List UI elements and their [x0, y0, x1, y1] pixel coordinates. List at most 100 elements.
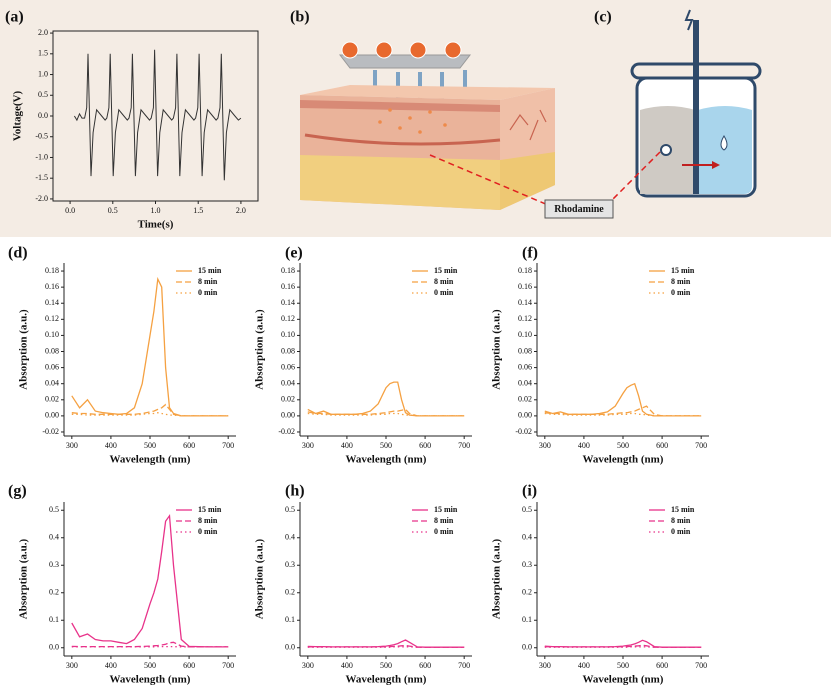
x-tick-label: 500 — [144, 441, 156, 450]
y-tick-label: 0.5 — [522, 505, 532, 514]
y-tick-label: -0.02 — [278, 427, 295, 436]
legend-label: 8 min — [671, 516, 691, 525]
spectrum-line — [71, 276, 229, 417]
legend-label: 8 min — [434, 516, 454, 525]
panel-label: (i) — [522, 483, 537, 500]
x-tick-label: 700 — [222, 441, 234, 450]
legend-label: 15 min — [434, 505, 458, 514]
x-tick-label: 500 — [144, 661, 156, 670]
y-axis-label: Absorption (a.u.) — [491, 538, 503, 619]
x-tick-label: 500 — [617, 661, 629, 670]
y-tick-label: 0.02 — [45, 395, 59, 404]
y-tick-label: -0.02 — [515, 427, 532, 436]
legend-label: 8 min — [434, 277, 454, 286]
skin-illustration — [300, 41, 555, 210]
y-tick-label: 0.3 — [522, 560, 532, 569]
x-axis-label: Wavelength (nm) — [583, 454, 664, 466]
y-axis-label: Absorption (a.u.) — [254, 538, 266, 619]
x-tick-label: 600 — [183, 661, 195, 670]
x-tick-label: 400 — [341, 661, 353, 670]
legend-label: 0 min — [198, 288, 218, 297]
y-tick-label: 0.3 — [49, 560, 59, 569]
y-tick-label: 0.12 — [281, 314, 295, 323]
annotation-box — [544, 199, 614, 219]
y-tick-label: 0.2 — [285, 588, 295, 597]
x-tick-label: 700 — [695, 441, 707, 450]
panel-label: (c) — [594, 9, 612, 26]
y-tick-label: 0.08 — [281, 346, 295, 355]
y-tick-label: 0.1 — [285, 615, 295, 624]
voltage-line — [73, 49, 242, 181]
x-tick-label: 600 — [656, 661, 668, 670]
panel-label: (d) — [8, 245, 28, 262]
legend-label: 0 min — [671, 527, 691, 536]
x-axis-label: Wavelength (nm) — [110, 454, 191, 466]
legend-label: 8 min — [198, 277, 218, 286]
panel-label: (h) — [285, 483, 305, 500]
y-axis-label: Absorption (a.u.) — [18, 538, 30, 619]
y-tick-label: 0.0 — [49, 643, 59, 652]
y-tick-label: 0.16 — [518, 282, 532, 291]
legend-label: 0 min — [434, 527, 454, 536]
x-tick-label: 400 — [578, 441, 590, 450]
x-tick-label: 300 — [302, 661, 314, 670]
y-tick-label: 0.5 — [49, 505, 59, 514]
y-tick-label: -1.5 — [35, 173, 48, 182]
y-axis-label: Absorption (a.u.) — [18, 309, 30, 390]
y-tick-label: 0.0 — [285, 643, 295, 652]
spectrum-line — [544, 639, 702, 648]
x-axis-label: Wavelength (nm) — [346, 674, 427, 686]
y-tick-label: 0.04 — [281, 379, 295, 388]
y-tick-label: 0.5 — [285, 505, 295, 514]
y-axis-label: Voltage(V) — [12, 91, 24, 142]
spectrum-line — [307, 408, 465, 417]
y-tick-label: 0.06 — [518, 362, 532, 371]
y-tick-label: 0.08 — [45, 346, 59, 355]
y-tick-label: 0.10 — [518, 330, 532, 339]
legend-label: 8 min — [671, 277, 691, 286]
legend-label: 8 min — [198, 516, 218, 525]
panel-label: (e) — [285, 245, 303, 262]
y-tick-label: 0.3 — [285, 560, 295, 569]
spectrum-line — [307, 639, 465, 648]
x-tick-label: 300 — [539, 661, 551, 670]
x-tick-label: 700 — [458, 441, 470, 450]
y-tick-label: 0.14 — [281, 298, 295, 307]
y-tick-label: 0.04 — [45, 379, 59, 388]
beaker-illustration — [609, 9, 762, 203]
x-tick-label: 600 — [419, 441, 431, 450]
y-tick-label: -1.0 — [35, 152, 48, 161]
x-tick-label: 600 — [183, 441, 195, 450]
x-axis-label: Wavelength (nm) — [583, 674, 664, 686]
y-tick-label: 0.00 — [45, 411, 59, 420]
x-tick-label: 600 — [419, 661, 431, 670]
spectrum-line — [71, 513, 229, 648]
y-tick-label: 0.08 — [518, 346, 532, 355]
x-axis-label: Wavelength (nm) — [346, 454, 427, 466]
y-tick-label: 0.02 — [518, 395, 532, 404]
y-tick-label: 0.18 — [281, 266, 295, 275]
y-tick-label: 0.12 — [45, 314, 59, 323]
x-tick-label: 1.5 — [193, 206, 203, 215]
legend-label: 0 min — [198, 527, 218, 536]
x-tick-label: 300 — [539, 441, 551, 450]
y-tick-label: 0.2 — [522, 588, 532, 597]
y-tick-label: 0.00 — [518, 411, 532, 420]
spectrum-line — [544, 382, 702, 417]
y-tick-label: 0.02 — [281, 395, 295, 404]
spectrum-line — [307, 381, 465, 417]
panel-label: (a) — [5, 9, 24, 26]
x-tick-label: 0.5 — [108, 206, 118, 215]
x-tick-label: 700 — [695, 661, 707, 670]
x-tick-label: 700 — [222, 661, 234, 670]
x-tick-label: 600 — [656, 441, 668, 450]
x-axis-label: Time(s) — [138, 219, 174, 231]
legend-label: 0 min — [671, 288, 691, 297]
spectrum-line — [544, 405, 702, 417]
y-tick-label: 0.0 — [38, 111, 48, 120]
y-tick-label: 0.14 — [45, 298, 59, 307]
x-tick-label: 300 — [66, 441, 78, 450]
y-tick-label: 0.06 — [45, 362, 59, 371]
y-tick-label: 0.12 — [518, 314, 532, 323]
